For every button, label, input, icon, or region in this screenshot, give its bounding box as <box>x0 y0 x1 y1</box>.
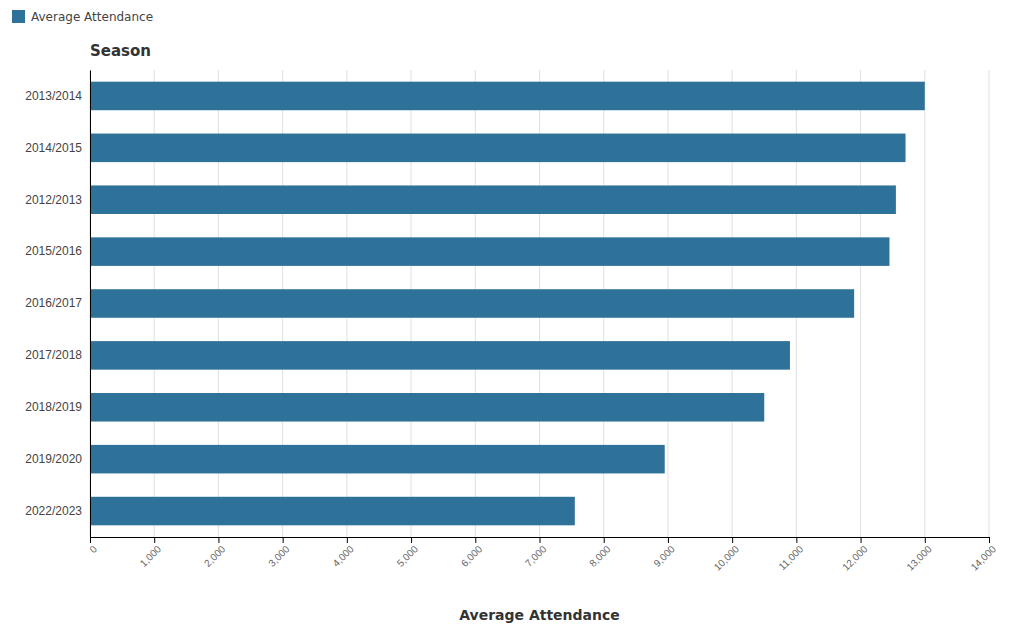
x-tick-mark <box>218 537 219 543</box>
legend: Average Attendance <box>12 10 153 24</box>
x-tick-label: 5,000 <box>395 543 421 569</box>
bar <box>90 497 575 526</box>
y-tick: 2017/2018 <box>25 348 82 362</box>
x-tick-label: 14,000 <box>969 543 999 573</box>
x-tick-mark <box>668 537 669 543</box>
plot-area: 0 1,000 2,000 3,000 4,000 5,000 6,000 7,000 8,00… <box>25 70 998 573</box>
x-tick-label: 7,000 <box>523 543 549 569</box>
y-axis-line <box>90 71 91 538</box>
y-tick-label: 2016/2017 <box>25 296 82 310</box>
x-tick: 10,000 <box>712 537 742 573</box>
y-tick: 2019/2020 <box>25 452 82 466</box>
x-tick-mark <box>925 537 926 543</box>
y-tick: 2022/2023 <box>25 504 82 518</box>
x-tick-mark <box>347 537 348 543</box>
x-tick: 5,000 <box>395 537 421 569</box>
y-tick-label: 2015/2016 <box>25 244 82 258</box>
y-tick: 2018/2019 <box>25 400 82 414</box>
x-tick: 1,000 <box>138 537 164 569</box>
x-tick: 0 <box>87 537 99 555</box>
x-tick: 12,000 <box>840 537 870 573</box>
grid-line <box>924 70 925 537</box>
x-tick: 7,000 <box>523 537 549 569</box>
bar <box>90 134 906 163</box>
y-tick: 2014/2015 <box>25 141 82 155</box>
y-tick: 2013/2014 <box>25 89 82 103</box>
bar <box>90 237 889 266</box>
x-tick-label: 0 <box>87 543 99 555</box>
y-tick-label: 2014/2015 <box>25 141 82 155</box>
chart: 0 1,000 2,000 3,000 4,000 5,000 6,000 7,000 8,00… <box>0 0 1019 632</box>
x-tick-mark <box>154 537 155 543</box>
bar <box>90 185 896 214</box>
x-tick-label: 6,000 <box>459 543 485 569</box>
x-tick: 6,000 <box>459 537 485 569</box>
y-tick-label: 2019/2020 <box>25 452 82 466</box>
x-tick-mark <box>475 537 476 543</box>
x-tick-label: 1,000 <box>138 543 164 569</box>
x-axis-title: Average Attendance <box>459 607 620 623</box>
x-tick-mark <box>989 537 990 543</box>
x-tick-mark <box>796 537 797 543</box>
x-tick-mark <box>861 537 862 543</box>
x-tick: 11,000 <box>776 537 805 572</box>
x-tick-label: 9,000 <box>651 543 677 569</box>
bars <box>90 82 925 526</box>
y-tick: 2015/2016 <box>25 244 82 258</box>
legend-label: Average Attendance <box>31 10 153 24</box>
legend-swatch <box>12 10 25 23</box>
bar <box>90 445 665 474</box>
x-tick-mark <box>604 537 605 543</box>
grid-line <box>989 70 990 537</box>
x-tick-label: 8,000 <box>587 543 613 569</box>
y-tick-label: 2018/2019 <box>25 400 82 414</box>
x-tick: 2,000 <box>202 537 228 569</box>
x-tick-mark <box>540 537 541 543</box>
legend-item: Average Attendance <box>12 10 153 24</box>
x-tick: 8,000 <box>587 537 613 569</box>
x-tick-label: 13,000 <box>904 543 934 573</box>
x-tick-mark <box>90 537 91 543</box>
x-tick: 3,000 <box>266 537 292 569</box>
y-tick-label: 2012/2013 <box>25 193 82 207</box>
x-tick-label: 10,000 <box>712 543 742 573</box>
grid-line <box>90 70 91 537</box>
x-tick: 14,000 <box>969 537 999 573</box>
bar <box>90 82 925 111</box>
x-tick-label: 3,000 <box>266 543 292 569</box>
x-tick-label: 4,000 <box>330 543 356 569</box>
bar <box>90 341 790 370</box>
bar <box>90 289 854 318</box>
y-axis: 2013/2014 2014/2015 2012/2013 2015/2016 2016… <box>25 71 90 538</box>
x-tick-label: 12,000 <box>840 543 870 573</box>
x-tick-label: 2,000 <box>202 543 228 569</box>
x-tick-mark <box>732 537 733 543</box>
grid <box>90 70 989 537</box>
x-tick: 9,000 <box>651 537 677 569</box>
x-axis: 0 1,000 2,000 3,000 4,000 5,000 6,000 7,000 8,00… <box>87 537 998 573</box>
y-tick-label: 2013/2014 <box>25 89 82 103</box>
y-tick: 2016/2017 <box>25 296 82 310</box>
y-tick-label: 2017/2018 <box>25 348 82 362</box>
x-tick-label: 11,000 <box>776 543 805 572</box>
x-tick: 4,000 <box>330 537 356 569</box>
x-tick-mark <box>283 537 284 543</box>
x-tick: 13,000 <box>904 537 934 573</box>
bar <box>90 393 764 422</box>
y-tick: 2012/2013 <box>25 193 82 207</box>
title: Season <box>90 42 151 60</box>
x-axis-line <box>91 538 990 544</box>
y-tick-label: 2022/2023 <box>25 504 82 518</box>
x-tick-mark <box>411 537 412 543</box>
